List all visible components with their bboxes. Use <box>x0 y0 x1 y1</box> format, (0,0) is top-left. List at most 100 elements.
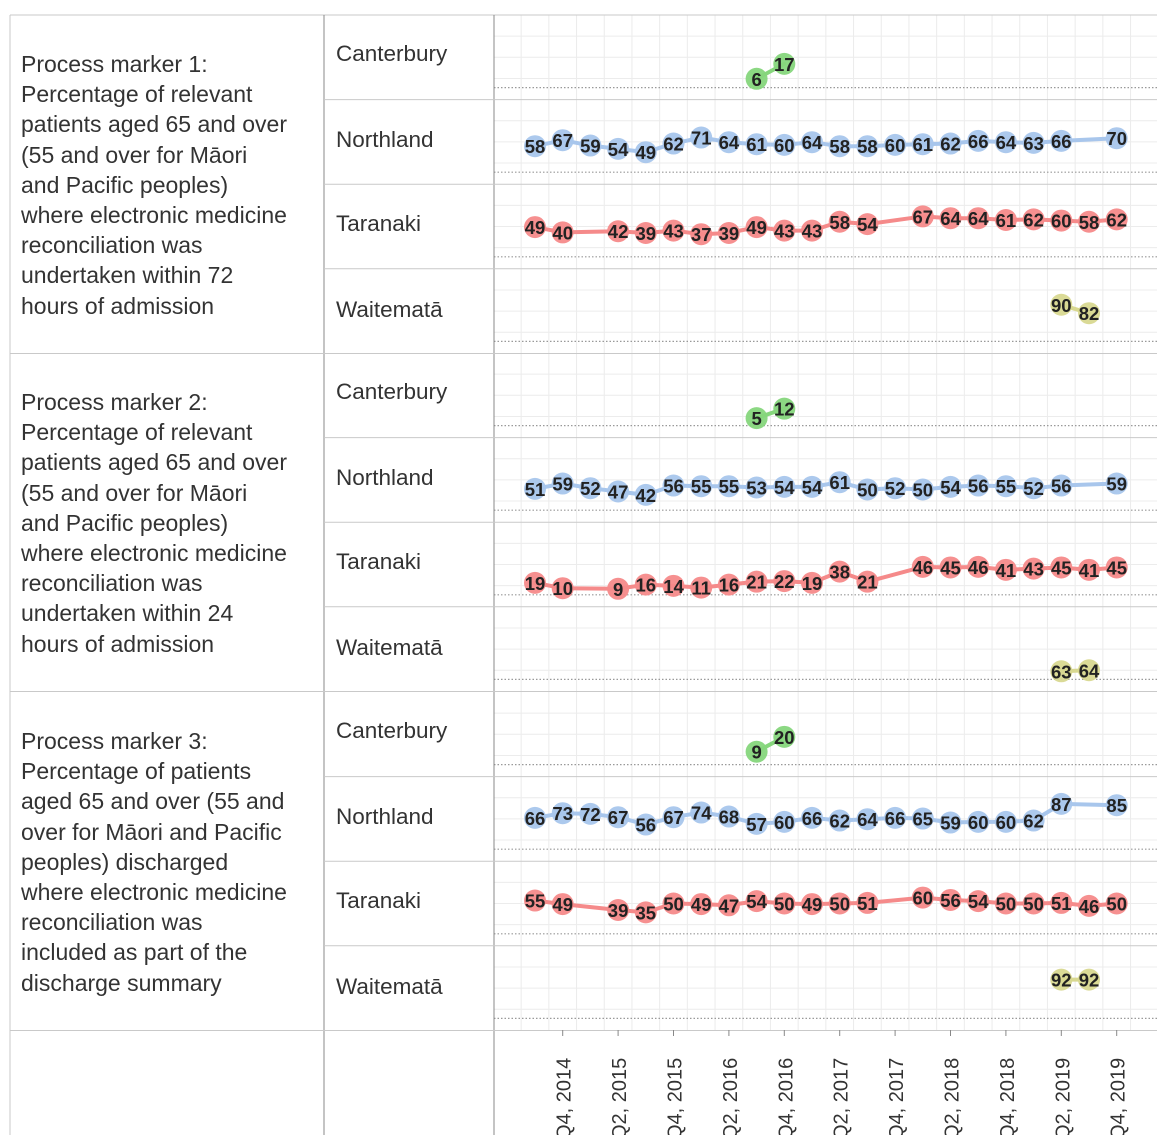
data-point <box>801 219 823 242</box>
process-marker-cell: Process marker 3: Percentage of patients… <box>10 692 324 998</box>
data-point <box>690 126 713 149</box>
data-point <box>884 477 907 500</box>
health-board-label: Taranaki <box>336 549 422 575</box>
data-label: 67 <box>913 206 934 227</box>
data-point <box>828 135 851 158</box>
data-label: 12 <box>774 399 795 420</box>
data-label: 50 <box>1023 894 1044 915</box>
data-point <box>994 475 1017 498</box>
data-point <box>745 476 768 499</box>
data-label: 71 <box>691 128 712 149</box>
data-point <box>856 570 879 593</box>
health-board-label: Taranaki <box>336 211 422 237</box>
data-point <box>1105 556 1128 579</box>
data-point <box>1022 557 1045 580</box>
data-label: 58 <box>829 136 850 157</box>
data-label: 64 <box>1079 660 1100 681</box>
data-point <box>828 892 851 915</box>
data-label: 50 <box>996 894 1017 915</box>
data-point <box>828 560 851 583</box>
data-point <box>579 477 602 500</box>
data-point <box>939 132 962 155</box>
data-label: 10 <box>552 578 573 599</box>
data-label: 60 <box>996 812 1017 833</box>
process-marker-cell: Process marker 1: Percentage of relevant… <box>10 15 324 321</box>
data-label: 62 <box>1106 209 1127 230</box>
data-label: 63 <box>1023 133 1044 154</box>
data-label: 58 <box>857 136 878 157</box>
data-label: 60 <box>774 135 795 156</box>
data-point <box>1050 129 1073 152</box>
data-point <box>524 477 546 500</box>
data-label: 56 <box>636 815 657 836</box>
data-point <box>745 740 768 763</box>
data-point <box>856 135 879 158</box>
data-label: 53 <box>746 478 767 499</box>
data-point <box>717 894 740 917</box>
data-point <box>717 131 740 154</box>
data-label: 47 <box>719 895 740 916</box>
data-label: 66 <box>885 808 906 829</box>
data-point <box>773 133 796 156</box>
data-label: 9 <box>751 742 761 763</box>
data-point <box>967 474 990 497</box>
data-point <box>634 813 657 836</box>
data-label: 41 <box>996 560 1017 581</box>
data-point <box>1078 659 1100 682</box>
data-label: 64 <box>802 132 823 153</box>
data-point <box>1050 293 1073 316</box>
data-point <box>634 901 657 924</box>
data-label: 43 <box>774 221 795 242</box>
data-label: 49 <box>552 894 573 915</box>
data-label: 64 <box>996 132 1017 153</box>
data-point <box>773 475 796 498</box>
data-point <box>994 131 1017 154</box>
data-label: 54 <box>802 477 823 498</box>
data-point <box>717 222 740 245</box>
data-point <box>1050 209 1073 232</box>
data-point <box>690 801 713 824</box>
data-point <box>607 806 630 829</box>
data-label: 59 <box>580 136 601 157</box>
data-label: 41 <box>1079 560 1100 581</box>
data-point <box>911 886 934 909</box>
data-point <box>745 570 768 593</box>
data-label: 72 <box>580 804 601 825</box>
data-point <box>551 221 574 244</box>
process-marker-label: Process marker 3: Percentage of patients… <box>21 728 287 996</box>
data-point <box>551 577 574 600</box>
data-label: 59 <box>552 474 573 495</box>
data-label: 61 <box>996 210 1017 231</box>
data-label: 35 <box>636 902 657 923</box>
data-point <box>1050 556 1073 579</box>
process-marker-cell: Process marker 2: Percentage of relevant… <box>10 353 324 659</box>
data-label: 68 <box>719 807 740 828</box>
data-label: 61 <box>913 134 934 155</box>
data-label: 85 <box>1106 795 1127 816</box>
data-point <box>662 892 685 915</box>
x-tick-label: Q4, 2019 <box>1108 1058 1130 1135</box>
data-label: 60 <box>968 812 989 833</box>
data-point <box>745 67 768 90</box>
data-label: 56 <box>663 476 684 497</box>
data-label: 66 <box>968 131 989 152</box>
health-board-label: Waitematā <box>336 296 443 322</box>
data-label: 16 <box>636 575 657 596</box>
data-point <box>1078 302 1100 325</box>
data-label: 50 <box>774 894 795 915</box>
x-tick-label: Q4, 2015 <box>665 1058 687 1135</box>
data-point <box>1022 477 1045 500</box>
data-label: 54 <box>608 139 629 160</box>
data-point <box>911 133 934 156</box>
data-label: 56 <box>940 890 961 911</box>
data-label: 52 <box>1023 478 1044 499</box>
data-point <box>856 808 879 831</box>
data-point <box>939 811 962 834</box>
data-label: 49 <box>746 217 767 238</box>
data-point <box>745 890 768 913</box>
data-point <box>634 483 657 506</box>
data-point <box>773 52 796 75</box>
data-label: 47 <box>608 482 629 503</box>
data-point <box>1022 892 1045 915</box>
